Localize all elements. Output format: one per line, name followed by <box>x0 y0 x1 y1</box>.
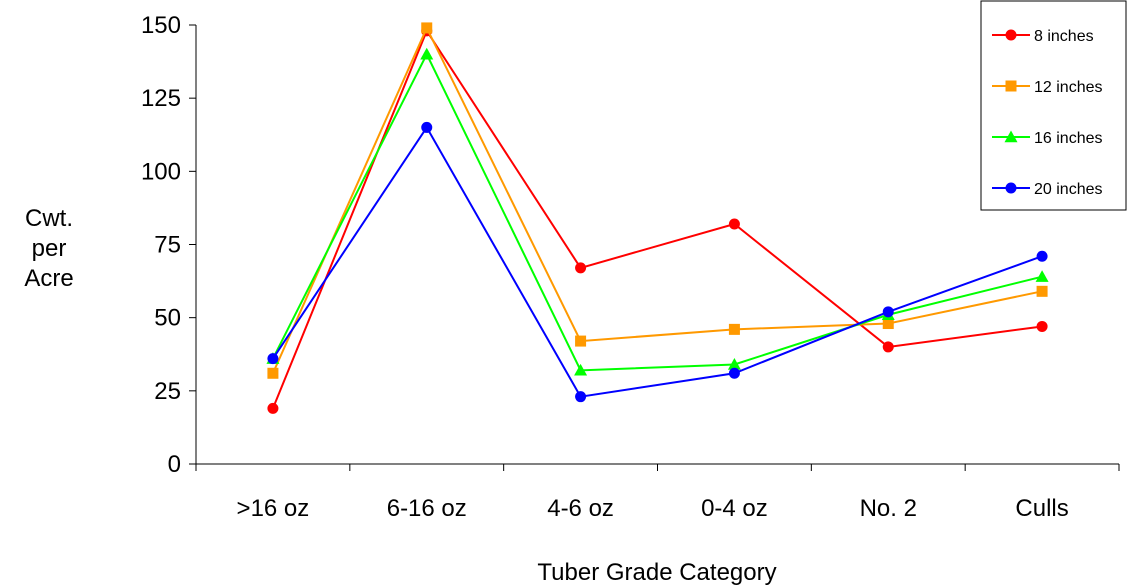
x-tick-label: >16 oz <box>237 495 310 522</box>
legend-label: 12 inches <box>1034 79 1103 96</box>
x-tick-label: 4-6 oz <box>547 495 614 522</box>
chart-axes: 0 25 50 75 100 125 150 >16 oz 6-16 oz 4-6 oz 0-4 … <box>141 12 1120 522</box>
y-axis-title-line: Acre <box>24 265 73 292</box>
data-point <box>575 262 587 274</box>
data-point <box>1004 130 1018 143</box>
data-point <box>267 402 279 414</box>
legend-label: 20 inches <box>1034 181 1103 198</box>
x-tick-label: No. 2 <box>860 495 917 522</box>
legend: 8 inches 12 inches 16 inches 20 inches <box>980 0 1127 211</box>
data-point <box>267 367 279 379</box>
data-series <box>266 22 1049 414</box>
series-line <box>272 52 1043 372</box>
data-point <box>421 121 433 133</box>
series-line <box>272 125 1043 398</box>
legend-box <box>980 0 1127 211</box>
data-point <box>1005 29 1017 41</box>
x-tick-label: 0-4 oz <box>701 495 768 522</box>
data-point <box>882 341 894 353</box>
y-ticks: 0 25 50 75 100 125 150 <box>141 12 196 478</box>
series-2 <box>267 22 1048 379</box>
y-tick-label: 150 <box>141 12 181 39</box>
data-point <box>728 367 740 379</box>
data-point <box>728 323 740 335</box>
y-axis-title-line: per <box>32 235 67 262</box>
legend-item: 16 inches <box>992 130 1103 147</box>
data-point <box>728 218 740 230</box>
x-tick-label: 6-16 oz <box>387 495 467 522</box>
y-tick-label: 0 <box>168 451 181 478</box>
y-axis-title: Cwt. per Acre <box>24 205 73 292</box>
series-1 <box>267 25 1048 414</box>
data-point <box>267 353 279 365</box>
y-tick-label: 75 <box>154 232 181 259</box>
legend-label: 8 inches <box>1034 28 1094 45</box>
y-tick-label: 25 <box>154 378 181 405</box>
legend-item: 8 inches <box>992 28 1094 45</box>
legend-label: 16 inches <box>1034 130 1103 147</box>
data-point <box>1036 285 1048 297</box>
legend-item: 20 inches <box>992 181 1103 198</box>
data-point <box>575 335 587 347</box>
data-point <box>1005 80 1017 92</box>
data-point <box>575 391 587 403</box>
y-tick-label: 100 <box>141 158 181 185</box>
series-line <box>272 25 1043 374</box>
y-axis-title-line: Cwt. <box>25 205 73 232</box>
data-point <box>882 306 894 318</box>
data-point <box>882 318 894 330</box>
data-point <box>727 357 741 370</box>
x-ticks: >16 oz 6-16 oz 4-6 oz 0-4 oz No. 2 Culls <box>195 464 1120 522</box>
y-tick-label: 50 <box>154 305 181 332</box>
y-tick-label: 125 <box>141 85 181 112</box>
x-axis-title: Tuber Grade Category <box>537 559 776 586</box>
legend-items: 8 inches 12 inches 16 inches 20 inches <box>992 28 1103 198</box>
x-tick-label: Culls <box>1015 495 1068 522</box>
data-point <box>1036 250 1048 262</box>
data-point <box>574 363 588 376</box>
series-line <box>271 28 1043 409</box>
data-point <box>421 22 433 34</box>
data-point <box>1005 182 1017 194</box>
data-point <box>1035 270 1049 282</box>
data-point <box>1036 320 1048 332</box>
legend-item: 12 inches <box>992 79 1103 96</box>
series-4 <box>267 121 1048 403</box>
series-3 <box>266 47 1049 376</box>
data-point <box>420 47 434 60</box>
